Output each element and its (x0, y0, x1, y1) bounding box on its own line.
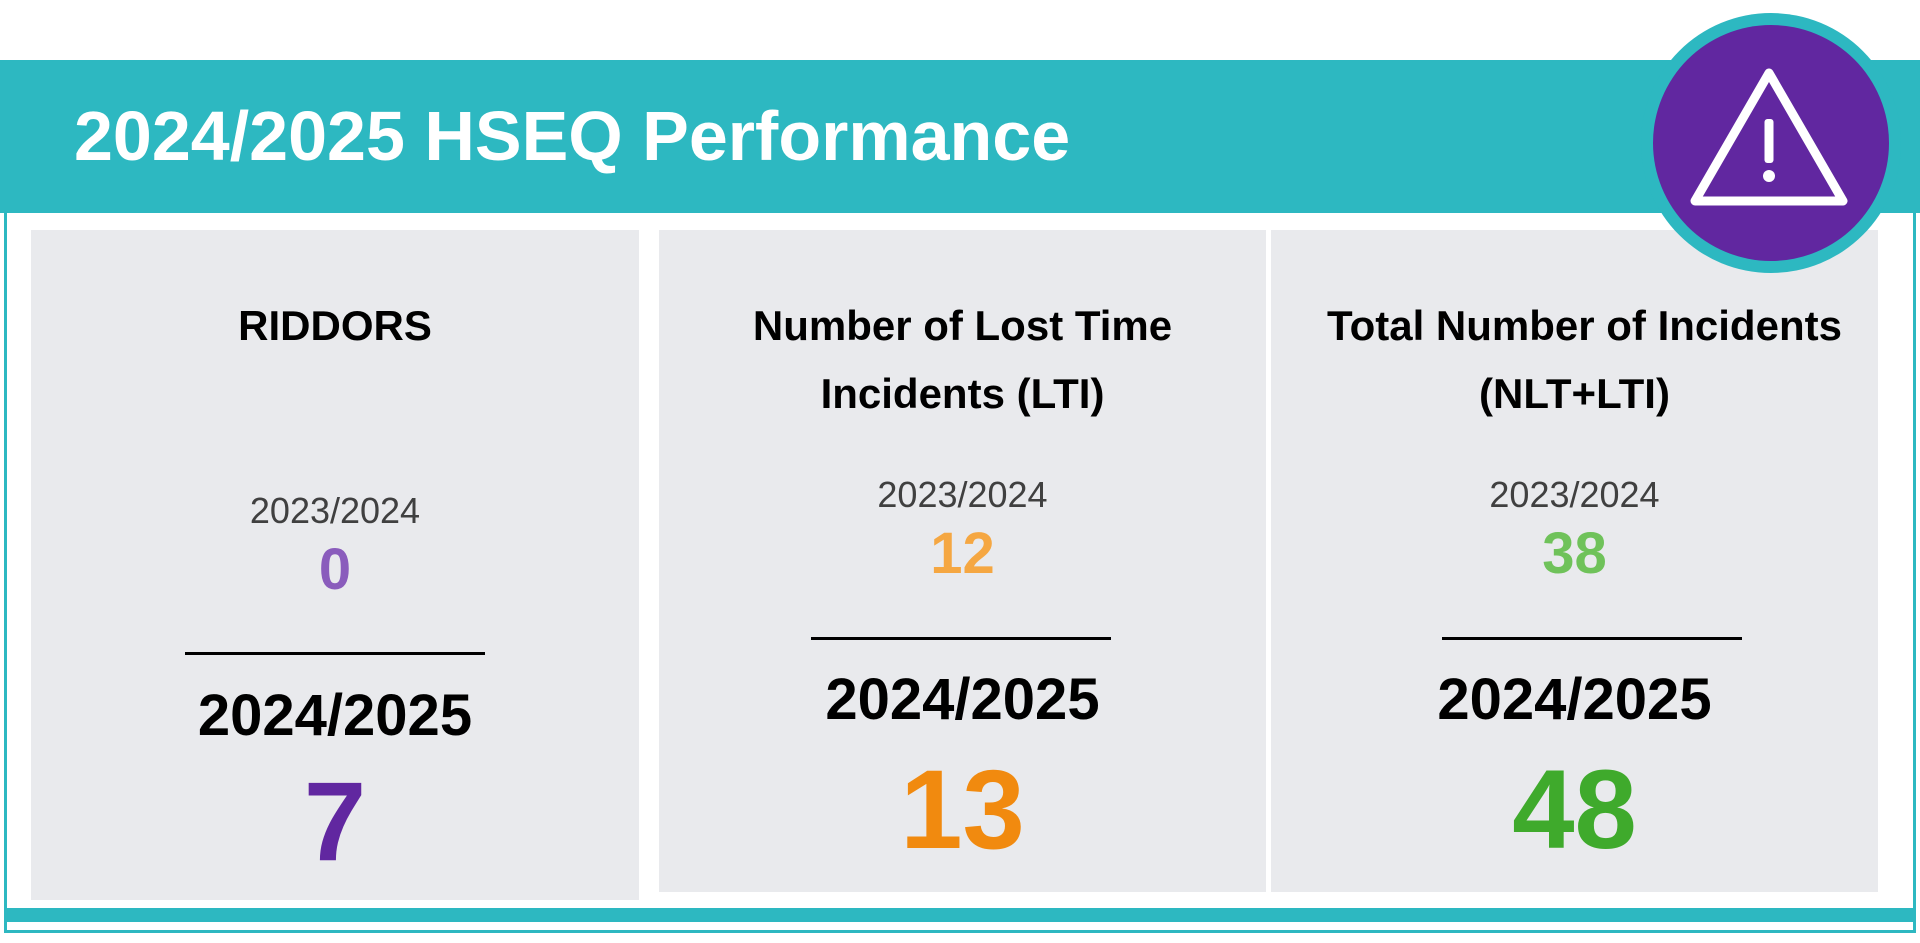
riddors-card: RIDDORS 2023/2024 0 2024/2025 7 (31, 230, 639, 900)
card-title-line2: (NLT+LTI) (1479, 370, 1670, 417)
divider (1442, 637, 1742, 640)
current-period-label: 2024/2025 (825, 667, 1100, 732)
previous-period-value: 12 (930, 521, 995, 586)
lost-time-incidents-card: Number of Lost Time Incidents (LTI) 2023… (659, 230, 1266, 892)
warning-badge (1641, 13, 1901, 273)
previous-period-label: 2023/2024 (1489, 474, 1660, 515)
frame-right-border (1913, 213, 1916, 931)
divider (185, 652, 485, 655)
previous-period-label: 2023/2024 (877, 474, 1048, 515)
page-title: 2024/2025 HSEQ Performance (74, 97, 1071, 175)
header-bar: 2024/2025 HSEQ Performance (0, 60, 1920, 213)
card-title-line2: Incidents (LTI) (820, 370, 1105, 417)
card-title-line1: Number of Lost Time (752, 302, 1173, 349)
footer-line (4, 930, 1916, 933)
total-incidents-card: Total Number of Incidents (NLT+LTI) 2023… (1271, 230, 1878, 892)
previous-period-value: 0 (318, 537, 352, 602)
previous-period-label: 2023/2024 (249, 490, 421, 531)
current-period-value: 13 (900, 747, 1025, 872)
current-period-label: 2024/2025 (197, 683, 473, 748)
previous-period-value: 38 (1542, 521, 1607, 586)
divider (811, 637, 1111, 640)
footer-band (4, 908, 1916, 922)
warning-triangle-icon (1690, 68, 1848, 206)
current-period-value: 48 (1512, 747, 1637, 872)
current-period-value: 7 (303, 759, 367, 884)
card-title-line1: Total Number of Incidents (1327, 302, 1842, 349)
current-period-label: 2024/2025 (1437, 667, 1712, 732)
card-title-line1: RIDDORS (238, 302, 432, 349)
frame-left-border (4, 213, 7, 931)
